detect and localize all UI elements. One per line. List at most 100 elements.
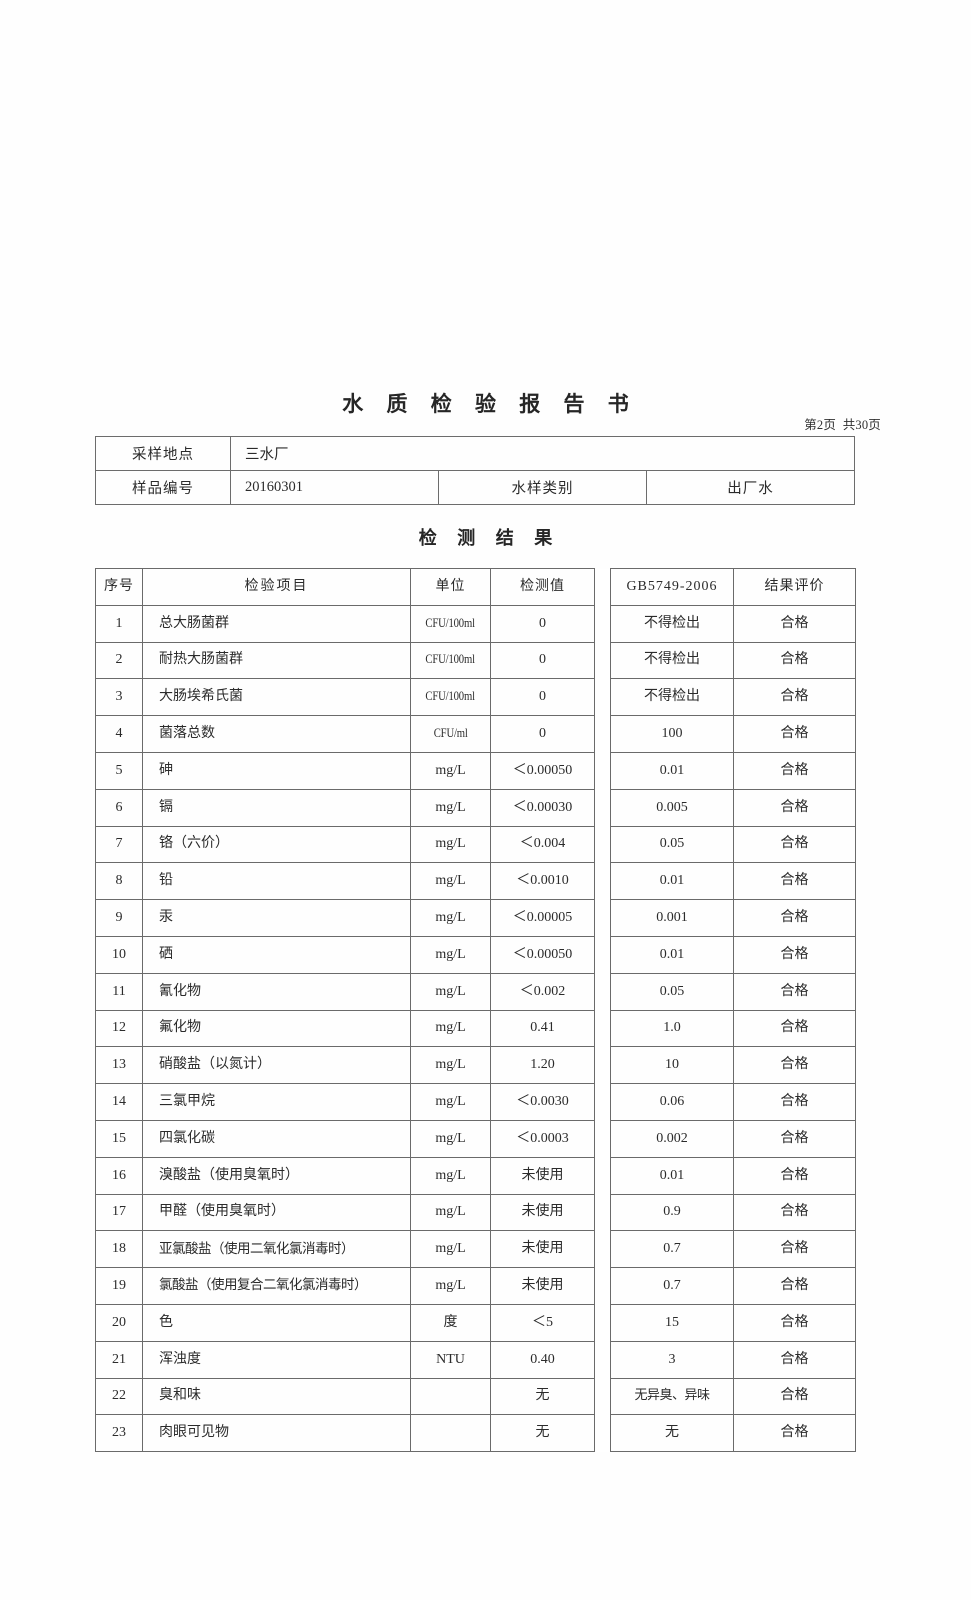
- column-separator-gap: [594, 752, 611, 790]
- unit-cell: [410, 1377, 491, 1416]
- measured-value-cell: ＜0.002: [490, 972, 595, 1011]
- table-row: 14 三氯甲烷 mg/L ＜0.0030 0.06 合格: [95, 1083, 856, 1121]
- column-separator-gap: [594, 1083, 611, 1121]
- row-index-cell: 11: [95, 972, 143, 1011]
- column-separator-gap: [594, 1046, 611, 1084]
- column-separator-gap: [594, 973, 611, 1011]
- standard-limit-cell: 0.05: [610, 972, 734, 1011]
- row-index-cell: 5: [95, 751, 143, 790]
- test-item-cell: 砷: [142, 751, 411, 790]
- unit-cell: [410, 1414, 491, 1453]
- measured-value-cell: 0: [490, 715, 595, 753]
- table-row: 5 砷 mg/L ＜0.00050 0.01 合格: [95, 751, 856, 790]
- test-item-cell: 硝酸盐（以氮计）: [142, 1046, 411, 1085]
- unit-cell: mg/L: [410, 1046, 491, 1085]
- table-row: 7 铬（六价） mg/L ＜0.004 0.05 合格: [95, 825, 856, 864]
- test-item-cell: 氰化物: [142, 972, 411, 1011]
- test-item-cell: 菌落总数: [142, 715, 411, 753]
- table-row: 样品编号 20160301 水样类别 出厂水: [95, 470, 855, 505]
- row-index-cell: 8: [95, 862, 143, 901]
- table-row: 3 大肠埃希氏菌 CFU/100ml 0 不得检出 合格: [95, 678, 856, 717]
- row-index-cell: 21: [95, 1340, 143, 1379]
- table-row: 16 溴酸盐（使用臭氧时） mg/L 未使用 0.01 合格: [95, 1156, 856, 1195]
- standard-limit-cell: 15: [610, 1303, 734, 1342]
- evaluation-cell: 合格: [733, 788, 856, 827]
- column-header-eval: 结果评价: [733, 568, 856, 606]
- standard-limit-cell: 100: [610, 715, 734, 753]
- column-separator-gap: [594, 568, 611, 606]
- standard-limit-cell: 0.01: [610, 935, 734, 974]
- measured-value-cell: ＜0.0003: [490, 1119, 595, 1158]
- measured-value-cell: 无: [490, 1377, 595, 1416]
- row-index-cell: 4: [95, 715, 143, 753]
- sample-number-value: 20160301: [230, 470, 439, 505]
- unit-cell: mg/L: [410, 1230, 491, 1269]
- column-separator-gap: [594, 678, 611, 716]
- unit-cell: mg/L: [410, 1156, 491, 1195]
- column-separator-gap: [594, 899, 611, 937]
- row-index-cell: 19: [95, 1267, 143, 1305]
- evaluation-cell: 合格: [733, 715, 856, 753]
- table-row: 4 菌落总数 CFU/ml 0 100 合格: [95, 715, 856, 753]
- unit-cell: mg/L: [410, 751, 491, 790]
- evaluation-cell: 合格: [733, 1083, 856, 1121]
- column-header-value: 检测值: [490, 568, 595, 606]
- table-row: 9 汞 mg/L ＜0.00005 0.001 合格: [95, 899, 856, 937]
- column-header-no: 序号: [95, 568, 143, 606]
- row-index-cell: 15: [95, 1119, 143, 1158]
- measured-value-cell: ＜5: [490, 1303, 595, 1342]
- page-indicator: 第2页 共30页: [804, 418, 881, 432]
- measured-value-cell: 1.20: [490, 1046, 595, 1085]
- test-item-cell: 肉眼可见物: [142, 1414, 411, 1453]
- table-row: 10 硒 mg/L ＜0.00050 0.01 合格: [95, 935, 856, 974]
- column-separator-gap: [594, 715, 611, 753]
- section-title: 检 测 结 果: [418, 528, 561, 548]
- unit-cell: mg/L: [410, 935, 491, 974]
- row-index-cell: 16: [95, 1156, 143, 1195]
- test-item-cell: 铬（六价）: [142, 825, 411, 864]
- evaluation-cell: 合格: [733, 1414, 856, 1453]
- row-index-cell: 17: [95, 1193, 143, 1232]
- unit-cell: mg/L: [410, 899, 491, 937]
- evaluation-cell: 合格: [733, 1156, 856, 1195]
- row-index-cell: 2: [95, 641, 143, 680]
- evaluation-cell: 合格: [733, 1230, 856, 1269]
- test-item-cell: 四氯化碳: [142, 1119, 411, 1158]
- column-separator-gap: [594, 1414, 611, 1452]
- unit-cell: mg/L: [410, 1119, 491, 1158]
- column-separator-gap: [594, 789, 611, 827]
- table-row: 19 氯酸盐（使用复合二氧化氯消毒时） mg/L 未使用 0.7 合格: [95, 1267, 856, 1305]
- row-index-cell: 23: [95, 1414, 143, 1453]
- row-index-cell: 14: [95, 1083, 143, 1121]
- unit-cell: NTU: [410, 1340, 491, 1379]
- unit-cell: CFU/ml: [410, 715, 491, 753]
- table-row: 采样地点 三水厂: [95, 436, 855, 471]
- test-item-cell: 氟化物: [142, 1009, 411, 1048]
- column-separator-gap: [594, 605, 611, 643]
- unit-cell: CFU/100ml: [410, 604, 491, 643]
- measured-value-cell: ＜0.0010: [490, 862, 595, 901]
- test-item-cell: 三氯甲烷: [142, 1083, 411, 1121]
- standard-limit-cell: 0.7: [610, 1230, 734, 1269]
- sample-info-table: 采样地点 三水厂 样品编号 20160301 水样类别 出厂水: [95, 436, 855, 505]
- column-separator-gap: [594, 1304, 611, 1342]
- measured-value-cell: ＜0.00050: [490, 935, 595, 974]
- column-separator-gap: [594, 1194, 611, 1231]
- evaluation-cell: 合格: [733, 641, 856, 680]
- evaluation-cell: 合格: [733, 1119, 856, 1158]
- table-header-row: 序号 检验项目 单位 检测值 GB5749-2006 结果评价: [95, 568, 856, 606]
- standard-limit-cell: 10: [610, 1046, 734, 1085]
- unit-cell: mg/L: [410, 788, 491, 827]
- standard-limit-cell: 不得检出: [610, 604, 734, 643]
- results-section: 序号 检验项目 单位 检测值 GB5749-2006 结果评价 1 总大肠菌群 CF…: [95, 568, 856, 1453]
- test-item-cell: 汞: [142, 899, 411, 937]
- table-row: 8 铅 mg/L ＜0.0010 0.01 合格: [95, 862, 856, 901]
- measured-value-cell: 无: [490, 1414, 595, 1453]
- column-separator-gap: [594, 936, 611, 974]
- row-index-cell: 18: [95, 1230, 143, 1269]
- table-row: 15 四氯化碳 mg/L ＜0.0003 0.002 合格: [95, 1119, 856, 1158]
- standard-limit-cell: 无异臭、异味: [610, 1377, 734, 1416]
- standard-limit-cell: 3: [610, 1340, 734, 1379]
- table-row: 1 总大肠菌群 CFU/100ml 0 不得检出 合格: [95, 604, 856, 643]
